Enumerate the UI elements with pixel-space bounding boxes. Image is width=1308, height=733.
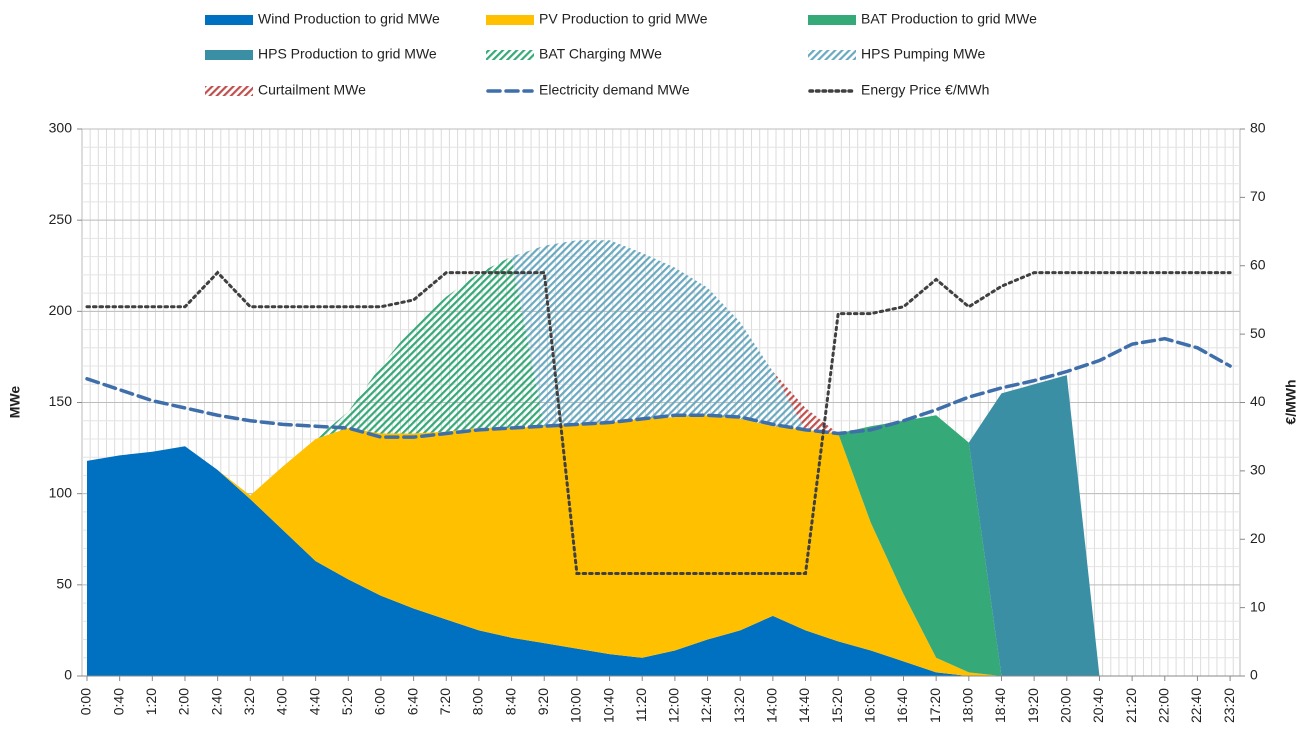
- x-tick-label: 18:00: [960, 688, 976, 723]
- y2-tick-label: 80: [1250, 120, 1266, 136]
- legend-swatch: [205, 50, 253, 60]
- x-tick-label: 14:40: [796, 688, 812, 723]
- area: [87, 415, 1231, 676]
- y2-tick-label: 40: [1250, 393, 1266, 409]
- x-tick-label: 16:40: [894, 688, 910, 723]
- x-tick-label: 23:20: [1221, 688, 1237, 723]
- y-tick-label: 300: [49, 120, 73, 136]
- area: [87, 446, 1231, 676]
- x-tick-label: 12:00: [666, 688, 682, 723]
- x-tick-label: 6:00: [372, 688, 388, 715]
- x-tick-label: 10:40: [600, 688, 616, 723]
- legend-label: PV Production to grid MWe: [539, 11, 708, 27]
- x-tick-label: 10:00: [568, 688, 584, 723]
- x-tick-label: 22:00: [1155, 688, 1171, 723]
- x-tick-label: 21:20: [1123, 688, 1139, 723]
- x-tick-label: 8:40: [502, 688, 518, 715]
- legend-swatch: [486, 15, 534, 25]
- legend-label: HPS Production to grid MWe: [258, 46, 437, 62]
- line: [85, 270, 1232, 575]
- y2-tick-label: 0: [1250, 667, 1258, 683]
- area: [87, 240, 1231, 676]
- legend-swatch: [486, 50, 534, 60]
- x-tick-label: 6:40: [404, 688, 420, 715]
- y2-tick-label: 70: [1250, 188, 1266, 204]
- x-tick-label: 0:40: [110, 688, 126, 715]
- x-tick-label: 4:00: [274, 688, 290, 715]
- x-tick-label: 14:00: [764, 688, 780, 723]
- y-tick-label: 100: [49, 484, 73, 500]
- x-tick-label: 2:40: [208, 688, 224, 715]
- x-tick-label: 4:40: [306, 688, 322, 715]
- legend-swatch: [808, 50, 856, 60]
- x-tick-label: 20:00: [1058, 688, 1074, 723]
- y2-tick-label: 10: [1250, 598, 1266, 614]
- x-tick-label: 12:40: [698, 688, 714, 723]
- y2-axis-label: €/MWh: [1283, 379, 1299, 424]
- x-tick-label: 1:20: [143, 688, 159, 715]
- x-tick-label: 5:20: [339, 688, 355, 715]
- y2-tick-label: 50: [1250, 325, 1266, 341]
- x-tick-label: 19:20: [1025, 688, 1041, 723]
- x-tick-label: 22:40: [1188, 688, 1204, 723]
- x-tick-label: 3:20: [241, 688, 257, 715]
- y2-tick-label: 20: [1250, 530, 1266, 546]
- x-tick-label: 9:20: [535, 688, 551, 715]
- x-tick-label: 13:20: [731, 688, 747, 723]
- legend-label: Energy Price €/MWh: [861, 82, 989, 98]
- legend-label: Electricity demand MWe: [539, 82, 690, 98]
- area: [87, 375, 1231, 676]
- legend-label: BAT Production to grid MWe: [861, 11, 1037, 27]
- area: [87, 415, 1231, 676]
- y-tick-label: 200: [49, 302, 73, 318]
- x-tick-label: 20:40: [1090, 688, 1106, 723]
- x-tick-label: 2:00: [176, 688, 192, 715]
- x-tick-label: 17:20: [927, 688, 943, 723]
- legend-swatch: [205, 86, 253, 96]
- legend-label: BAT Charging MWe: [539, 46, 662, 62]
- y-tick-label: 0: [64, 667, 72, 683]
- x-tick-label: 16:00: [862, 688, 878, 723]
- y-tick-label: 50: [56, 576, 72, 592]
- legend-swatch: [205, 15, 253, 25]
- legend-label: Wind Production to grid MWe: [258, 11, 440, 27]
- y-axis-label: MWe: [7, 386, 23, 419]
- line: [85, 336, 1232, 439]
- legend-label: HPS Pumping MWe: [861, 46, 985, 62]
- y-tick-label: 250: [49, 211, 73, 227]
- y-tick-label: 150: [49, 393, 73, 409]
- legend-label: Curtailment MWe: [258, 82, 366, 98]
- x-tick-label: 11:20: [633, 688, 649, 722]
- legend-swatch: [808, 15, 856, 25]
- x-tick-label: 7:20: [437, 688, 453, 715]
- y2-tick-label: 30: [1250, 462, 1266, 478]
- x-tick-label: 8:00: [470, 688, 486, 715]
- y2-tick-label: 60: [1250, 256, 1266, 272]
- x-tick-label: 18:40: [992, 688, 1008, 723]
- x-tick-label: 0:00: [78, 688, 94, 715]
- x-tick-label: 15:20: [829, 688, 845, 723]
